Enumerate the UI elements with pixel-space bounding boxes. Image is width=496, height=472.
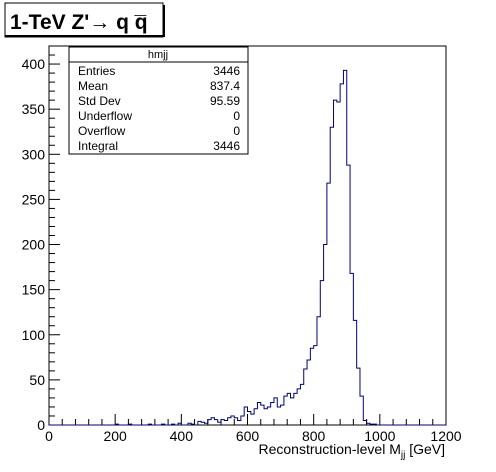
y-tick-label: 300	[22, 146, 46, 162]
stats-box-frame	[68, 46, 249, 155]
x-axis-title-unit: [GeV]	[409, 441, 445, 457]
x-axis-title-sub: jj	[400, 450, 405, 461]
stats-row-label: Overflow	[78, 124, 126, 138]
histogram-bin	[340, 84, 343, 425]
histogram-bin	[251, 414, 254, 425]
y-tick-label: 150	[22, 282, 46, 298]
x-axis-title: Reconstruction-level Mjj [GeV]	[258, 441, 445, 461]
y-axis: 0 50 100 150 200 250 300 350 400	[22, 45, 60, 433]
stats-box-name: hmjj	[148, 49, 168, 61]
histogram-bin	[238, 420, 241, 425]
y-tick-label: 0	[37, 417, 45, 433]
x-tick-label: 1200	[430, 428, 461, 444]
x-tick-label: 600	[236, 428, 260, 444]
stats-row-value: 0	[233, 124, 240, 138]
histogram-bin	[300, 384, 303, 425]
histogram-bin	[277, 407, 280, 425]
histogram-bin	[337, 102, 340, 425]
title-box: 1-TeV Z'→ q q̅	[4, 2, 165, 38]
stats-row-label: Std Dev	[78, 94, 121, 108]
stats-row-value: 837.4	[210, 79, 240, 93]
stats-row-label: Underflow	[78, 109, 132, 123]
x-tick-label: 800	[302, 428, 326, 444]
chart-title: 1-TeV Z'→ q q̅	[10, 11, 148, 34]
x-axis: 0 200 400 600 800 1000 1200	[45, 414, 462, 444]
y-tick-label: 400	[22, 56, 46, 72]
histogram-series-line	[49, 69, 446, 426]
stats-row-label: Integral	[78, 139, 118, 153]
y-tick-label: 250	[22, 191, 46, 207]
stats-box: hmjj Entries 3446 Mean 837.4 Std Dev 95.59 Und…	[68, 46, 249, 155]
stats-row-label: Mean	[78, 79, 108, 93]
histogram-bin	[281, 405, 284, 425]
histogram-bin	[334, 100, 337, 425]
histogram-bin	[264, 409, 267, 425]
histogram-bin	[314, 346, 317, 425]
histogram-bin	[307, 360, 310, 425]
histogram-bin	[224, 420, 227, 425]
x-tick-label: 1000	[364, 428, 395, 444]
stats-row-value: 95.59	[210, 94, 240, 108]
y-tick-label: 200	[22, 237, 46, 253]
stats-rows: Entries 3446 Mean 837.4 Std Dev 95.59 Underflo…	[78, 64, 240, 153]
histogram-bin	[291, 398, 294, 425]
histogram-bin	[267, 407, 270, 425]
x-tick-label: 0	[45, 428, 53, 444]
chart-title-qbar: q̅	[134, 11, 148, 34]
stats-row-label: Entries	[78, 64, 115, 78]
stats-row-value: 0	[233, 109, 240, 123]
x-tick-label: 400	[170, 428, 194, 444]
y-tick-label: 100	[22, 327, 46, 343]
x-tick-label: 200	[103, 428, 127, 444]
stats-row-value: 3446	[213, 139, 240, 153]
stats-row-value: 3446	[213, 64, 240, 78]
y-tick-label: 50	[29, 372, 45, 388]
y-tick-label: 350	[22, 101, 46, 117]
